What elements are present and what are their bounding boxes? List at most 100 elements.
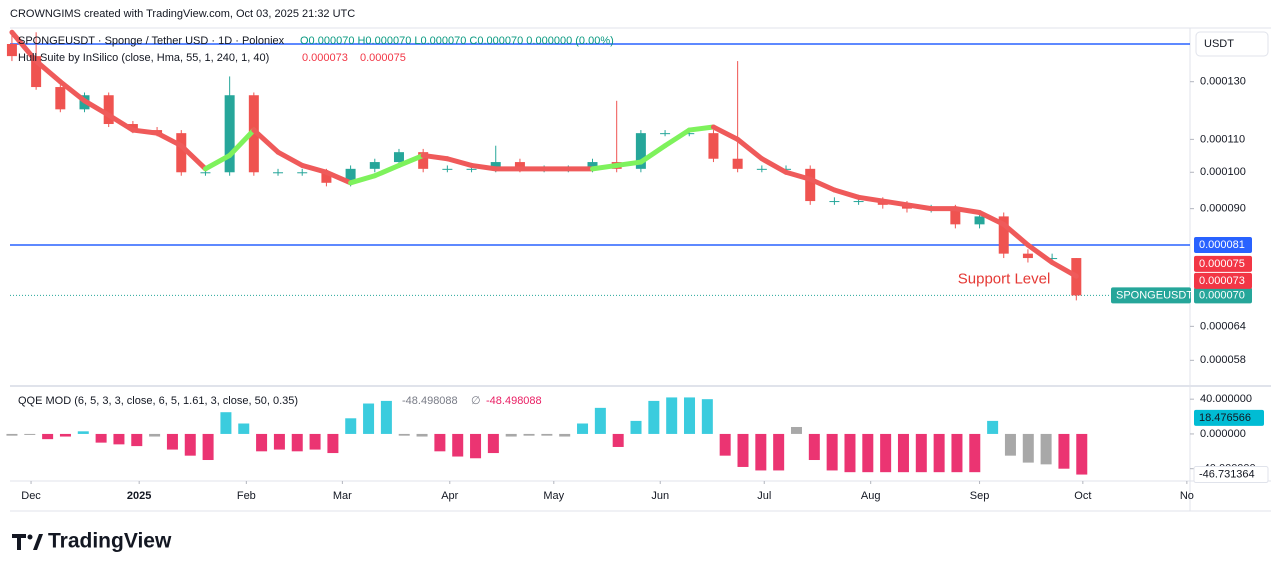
hull-segment bbox=[710, 124, 741, 142]
credit: CROWNGIMS created with TradingView.com, … bbox=[10, 8, 355, 20]
symbol-title: SPONGEUSDT · Sponge / Tether USD · 1D · … bbox=[18, 35, 285, 47]
histogram-bar bbox=[309, 433, 321, 450]
histogram-bar bbox=[897, 433, 909, 473]
histogram-bar bbox=[951, 433, 963, 473]
candle-body bbox=[345, 168, 356, 183]
hull-segment bbox=[1049, 260, 1079, 279]
candle-body bbox=[950, 208, 961, 225]
candle-body bbox=[442, 168, 453, 170]
x-tick-label: 2025 bbox=[127, 490, 151, 502]
qqe-last-badge bbox=[1193, 466, 1269, 484]
histogram-bar bbox=[969, 433, 981, 473]
x-tick-label: Oct bbox=[1074, 490, 1091, 502]
indicator-badge bbox=[1194, 272, 1252, 289]
indicator-value: 0.000075 bbox=[360, 52, 406, 64]
histogram-bar bbox=[327, 433, 339, 454]
hull-segment bbox=[1001, 221, 1031, 248]
histogram-bar bbox=[345, 418, 357, 434]
histogram-bar bbox=[434, 433, 446, 452]
hull-segment bbox=[323, 169, 354, 186]
x-tick-label: No bbox=[1180, 490, 1194, 502]
histogram-bar bbox=[59, 433, 71, 437]
x-tick-label: Apr bbox=[441, 490, 458, 502]
histogram-bar bbox=[505, 433, 517, 437]
hull-segment bbox=[106, 112, 136, 133]
candle-body bbox=[321, 172, 332, 183]
hull-segment bbox=[856, 194, 886, 204]
histogram-bar bbox=[113, 433, 125, 445]
qqe-badge-label: 18.476566 bbox=[1199, 412, 1251, 424]
qqe-value: -48.498088 bbox=[486, 395, 542, 407]
hull-segment bbox=[614, 159, 644, 168]
symbol-badge-label: SPONGEUSDT bbox=[1116, 289, 1193, 301]
candle-body bbox=[248, 95, 259, 173]
hull-segment bbox=[130, 127, 160, 136]
candle-body bbox=[514, 162, 525, 169]
candle-body bbox=[853, 201, 864, 203]
hull-segment bbox=[952, 206, 983, 216]
hull-segment bbox=[590, 162, 620, 172]
brand-logo bbox=[12, 534, 43, 550]
hull-segment bbox=[783, 169, 813, 182]
histogram-bar bbox=[1058, 433, 1070, 469]
candle-body bbox=[273, 172, 284, 174]
price-badge bbox=[1194, 287, 1252, 304]
histogram-bar bbox=[220, 412, 232, 434]
histogram-bar bbox=[487, 433, 499, 454]
histogram-bar bbox=[648, 400, 660, 434]
hull-segment bbox=[372, 162, 402, 179]
candle-body bbox=[224, 95, 235, 173]
y-tick-label: 0.000000 bbox=[1200, 428, 1246, 440]
candle-body bbox=[829, 201, 840, 203]
indicator-value: 0.000073 bbox=[302, 52, 348, 64]
histogram-bar bbox=[77, 431, 89, 434]
currency-box[interactable] bbox=[1195, 31, 1269, 57]
hull-segment bbox=[178, 143, 208, 172]
symbol-badge bbox=[1111, 287, 1191, 304]
hull-segment bbox=[154, 130, 184, 149]
hull-segment bbox=[57, 79, 88, 104]
histogram-bar bbox=[273, 433, 285, 450]
histogram-bar bbox=[933, 433, 945, 473]
histogram-bar bbox=[987, 420, 999, 434]
indicator-badge-label: 0.000073 bbox=[1199, 275, 1245, 287]
hull-segment bbox=[662, 127, 692, 149]
histogram-bar bbox=[1004, 433, 1016, 456]
qqe-value: -48.498088 bbox=[402, 395, 458, 407]
histogram-bar bbox=[256, 433, 268, 452]
y-tick-label: 40.000000 bbox=[1200, 393, 1252, 405]
candle-body bbox=[297, 172, 308, 174]
histogram-bar bbox=[773, 433, 785, 471]
candle-body bbox=[998, 216, 1009, 254]
y-tick-label: 0.000100 bbox=[1200, 166, 1246, 178]
hull-segment bbox=[1025, 242, 1055, 266]
hull-segment bbox=[977, 210, 1007, 227]
candle-body bbox=[6, 43, 17, 57]
brand: TradingView bbox=[48, 530, 172, 553]
hull-segment bbox=[904, 202, 934, 212]
indicator-badge-label: 0.000075 bbox=[1199, 258, 1245, 270]
candle-body bbox=[684, 133, 695, 135]
hull-segment bbox=[735, 136, 765, 162]
histogram-bar bbox=[826, 433, 838, 471]
histogram-bar bbox=[166, 433, 178, 450]
histogram-bar bbox=[149, 433, 161, 437]
x-tick-label: Dec bbox=[21, 490, 41, 502]
histogram-bar bbox=[1040, 433, 1052, 465]
hull-segment bbox=[831, 187, 862, 200]
candle-body bbox=[587, 162, 598, 169]
histogram-bar bbox=[684, 397, 696, 434]
candle-body bbox=[31, 56, 42, 88]
histogram-bar bbox=[42, 433, 54, 440]
candle-body bbox=[490, 162, 501, 169]
candle-body bbox=[369, 162, 380, 169]
x-tick-label: Mar bbox=[333, 490, 352, 502]
currency[interactable]: USDT bbox=[1204, 38, 1234, 50]
candle-body bbox=[805, 168, 816, 202]
histogram-bar bbox=[184, 433, 196, 456]
hull-segment bbox=[202, 152, 233, 172]
histogram-bar bbox=[470, 433, 482, 459]
histogram-bar bbox=[523, 433, 535, 436]
histogram-bar bbox=[291, 433, 303, 452]
